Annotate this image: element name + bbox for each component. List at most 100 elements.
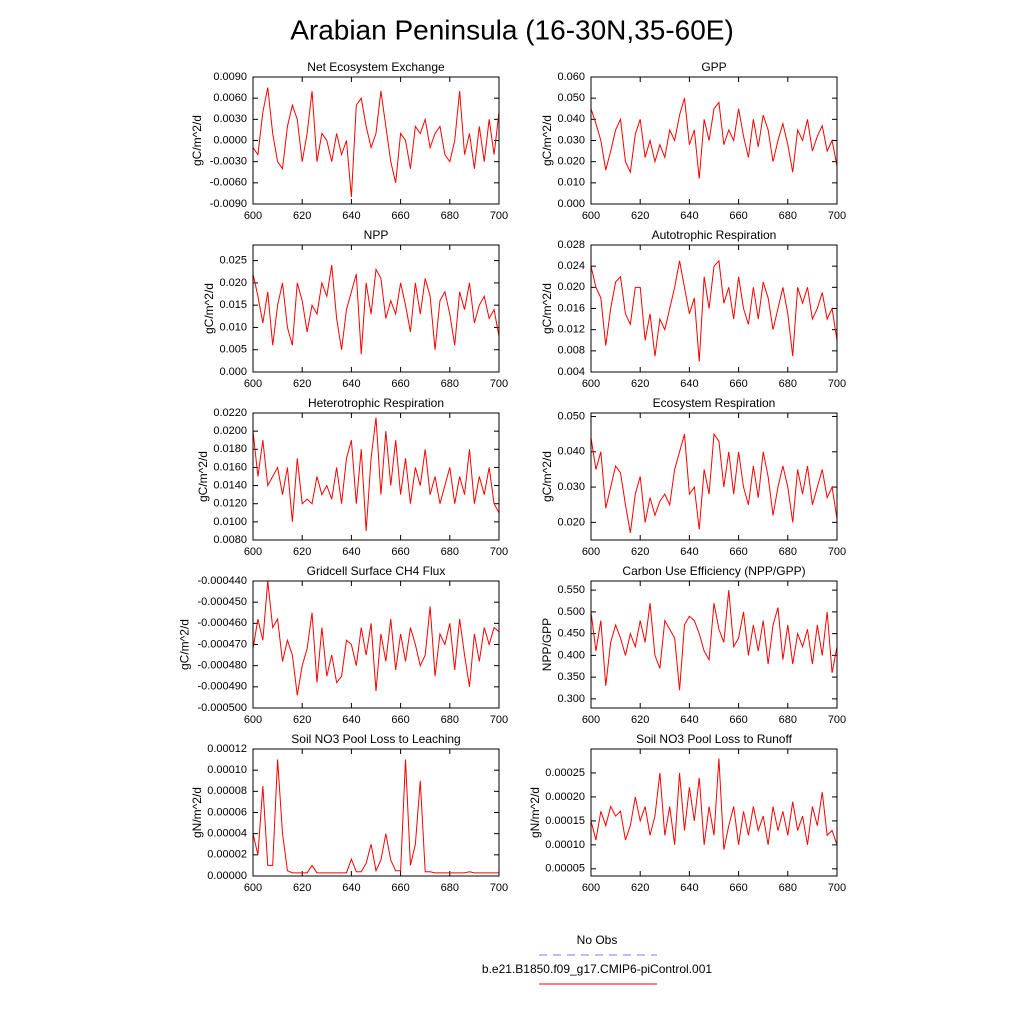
- x-tick-label: 680: [441, 882, 459, 894]
- panel-title: Net Ecosystem Exchange: [307, 60, 445, 74]
- y-tick-label: 0.00010: [207, 764, 247, 776]
- legend-label: No Obs: [577, 933, 618, 947]
- x-tick-label: 620: [631, 714, 649, 726]
- x-tick-label: 660: [391, 210, 409, 222]
- x-tick-label: 600: [244, 546, 262, 558]
- x-tick-label: 600: [582, 210, 600, 222]
- panel-title: Gridcell Surface CH4 Flux: [307, 564, 446, 578]
- x-tick-label: 660: [729, 714, 747, 726]
- plot-frame: [590, 244, 838, 373]
- y-tick-label: 0.020: [557, 281, 585, 293]
- y-tick-label: -0.0030: [210, 156, 247, 168]
- y-tick-label: -0.000490: [197, 681, 247, 693]
- x-tick-label: 600: [244, 210, 262, 222]
- x-tick-label: 660: [391, 546, 409, 558]
- y-axis-label: gC/m^2/d: [540, 451, 554, 502]
- y-tick-label: 0.0160: [213, 461, 247, 473]
- y-axis-label: NPP/GPP: [540, 618, 554, 671]
- y-tick-label: -0.000500: [197, 702, 247, 714]
- y-tick-label: 0.024: [557, 260, 585, 272]
- data-line: [252, 580, 500, 696]
- plot-frame: [590, 76, 838, 205]
- y-tick-label: 0.00008: [207, 785, 247, 797]
- x-tick-label: 680: [779, 378, 797, 390]
- y-tick-label: 0.025: [219, 255, 247, 267]
- x-tick-label: 600: [582, 714, 600, 726]
- y-tick-label: 0.0180: [213, 443, 247, 455]
- data-line: [590, 98, 838, 179]
- data-line: [590, 758, 838, 850]
- x-tick-label: 700: [828, 714, 846, 726]
- panel-title: Heterotrophic Respiration: [308, 396, 444, 410]
- x-tick-label: 620: [293, 210, 311, 222]
- data-line: [252, 759, 499, 874]
- x-tick-label: 640: [342, 546, 360, 558]
- y-tick-label: 0.00002: [207, 849, 247, 861]
- y-tick-label: 0.000: [219, 366, 247, 378]
- y-tick-label: 0.000: [557, 198, 585, 210]
- x-tick-label: 700: [490, 714, 508, 726]
- y-axis-label: gC/m^2/d: [202, 283, 216, 334]
- x-tick-label: 640: [680, 714, 698, 726]
- x-tick-label: 700: [828, 882, 846, 894]
- x-tick-label: 660: [391, 378, 409, 390]
- y-tick-label: 0.008: [557, 345, 585, 357]
- y-tick-label: 0.450: [557, 628, 585, 640]
- x-tick-label: 700: [490, 378, 508, 390]
- panel-title: Ecosystem Respiration: [653, 396, 776, 410]
- x-tick-label: 640: [342, 714, 360, 726]
- plot-frame: [252, 76, 500, 205]
- x-tick-label: 700: [828, 546, 846, 558]
- x-tick-label: 680: [441, 378, 459, 390]
- y-tick-label: 0.350: [557, 671, 585, 683]
- plot-frame: [252, 580, 500, 709]
- y-tick-label: 0.550: [557, 584, 585, 596]
- y-axis-label: gC/m^2/d: [177, 619, 191, 670]
- x-tick-label: 680: [779, 882, 797, 894]
- plot-frame: [252, 244, 500, 373]
- y-tick-label: 0.050: [557, 92, 585, 104]
- x-tick-label: 700: [490, 882, 508, 894]
- x-tick-label: 700: [828, 210, 846, 222]
- y-tick-label: 0.00015: [545, 815, 585, 827]
- plot-frame: [590, 580, 838, 709]
- x-tick-label: 620: [293, 882, 311, 894]
- plot-frame: [252, 748, 500, 877]
- y-tick-label: -0.000480: [197, 660, 247, 672]
- y-tick-label: 0.00010: [545, 839, 585, 851]
- y-tick-label: 0.016: [557, 302, 585, 314]
- y-tick-label: 0.0060: [213, 92, 247, 104]
- y-axis-label: gN/m^2/d: [528, 787, 542, 838]
- y-tick-label: -0.000440: [197, 575, 247, 587]
- y-tick-label: -0.0090: [210, 198, 247, 210]
- data-line: [252, 417, 500, 531]
- y-tick-label: 0.00025: [545, 767, 585, 779]
- x-tick-label: 680: [441, 714, 459, 726]
- y-tick-label: 0.00000: [207, 870, 247, 882]
- panel-title: Soil NO3 Pool Loss to Leaching: [291, 732, 460, 746]
- y-tick-label: 0.0200: [213, 425, 247, 437]
- y-tick-label: 0.020: [557, 156, 585, 168]
- panel-title: Autotrophic Respiration: [652, 228, 777, 242]
- y-tick-label: 0.005: [219, 344, 247, 356]
- x-tick-label: 640: [680, 210, 698, 222]
- y-axis-label: gN/m^2/d: [190, 787, 204, 838]
- y-tick-label: 0.028: [557, 239, 585, 251]
- x-tick-label: 620: [631, 210, 649, 222]
- y-tick-label: 0.00020: [545, 791, 585, 803]
- data-line: [590, 259, 838, 362]
- x-tick-label: 600: [244, 714, 262, 726]
- x-tick-label: 600: [582, 546, 600, 558]
- x-tick-label: 640: [342, 378, 360, 390]
- x-tick-label: 600: [582, 378, 600, 390]
- y-tick-label: 0.300: [557, 693, 585, 705]
- data-line: [252, 87, 500, 197]
- x-tick-label: 680: [441, 546, 459, 558]
- x-tick-label: 700: [828, 378, 846, 390]
- x-tick-label: 700: [490, 210, 508, 222]
- x-tick-label: 600: [582, 882, 600, 894]
- x-tick-label: 660: [391, 714, 409, 726]
- x-tick-label: 680: [779, 714, 797, 726]
- plot-frame: [590, 412, 838, 541]
- y-tick-label: -0.000470: [197, 638, 247, 650]
